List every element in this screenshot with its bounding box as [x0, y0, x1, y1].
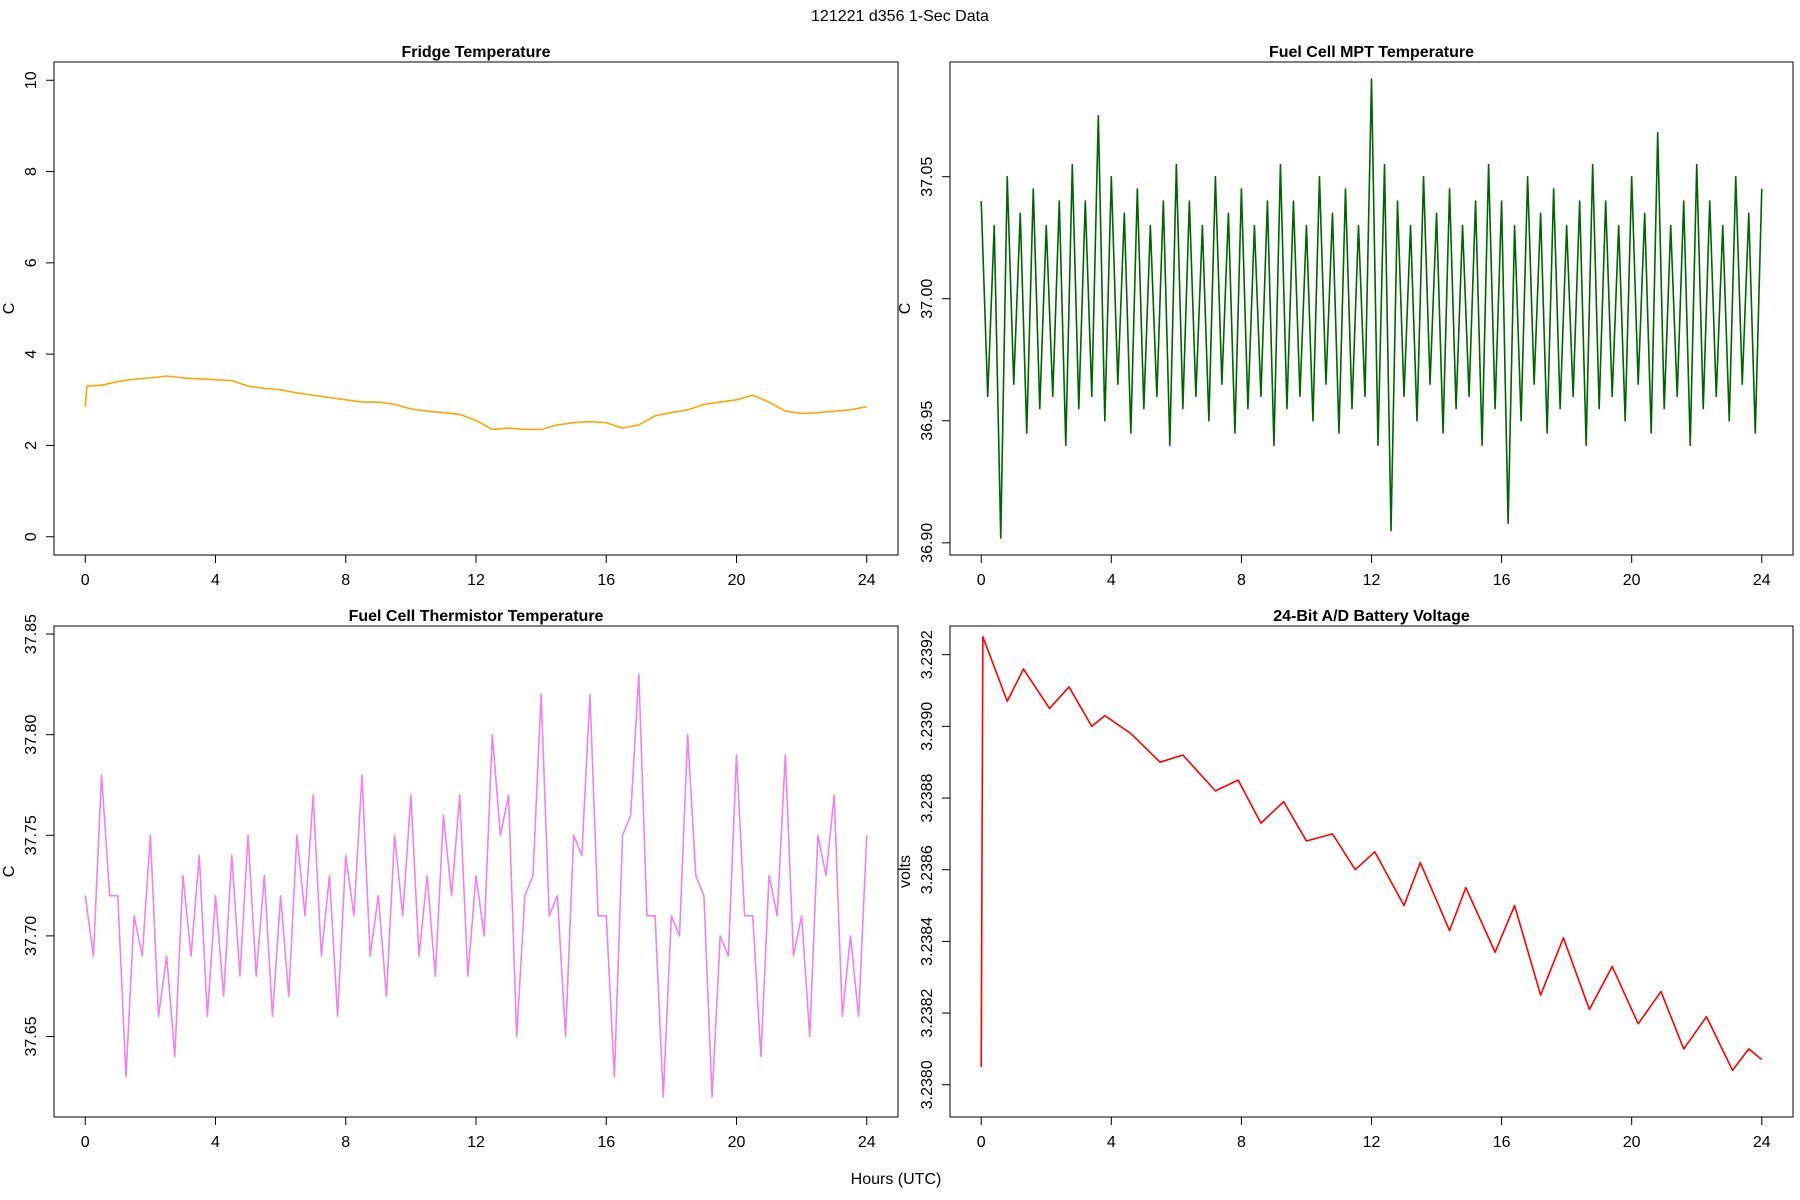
x-tick-label: 4	[1107, 572, 1116, 589]
x-tick-label: 16	[597, 572, 615, 589]
y-tick-label: 10	[23, 71, 40, 89]
x-tick-label: 4	[1107, 1134, 1116, 1151]
y-tick-label: 37.80	[23, 715, 40, 755]
x-tick-label: 12	[467, 572, 485, 589]
x-tick-label: 20	[1623, 1134, 1641, 1151]
panel-title: Fridge Temperature	[401, 44, 550, 61]
x-tick-label: 20	[1623, 572, 1641, 589]
y-tick-label: 37.70	[23, 916, 40, 956]
y-tick-label: 3.2386	[919, 845, 936, 894]
x-tick-label: 20	[728, 1134, 746, 1151]
x-tick-label: 16	[1493, 572, 1511, 589]
panel-title: Fuel Cell Thermistor Temperature	[349, 608, 604, 625]
data-line	[980, 635, 1763, 1072]
x-tick-label: 24	[858, 1134, 876, 1151]
x-tick-label: 12	[467, 1134, 485, 1151]
x-tick-label: 0	[977, 1134, 986, 1151]
x-tick-label: 0	[977, 572, 986, 589]
y-tick-label: 3.2388	[919, 773, 936, 822]
y-axis-label: C	[897, 303, 914, 315]
y-tick-label: 3.2380	[919, 1060, 936, 1109]
x-tick-label: 12	[1363, 572, 1381, 589]
x-tick-label: 4	[211, 1134, 220, 1151]
x-tick-label: 24	[858, 572, 876, 589]
x-tick-label: 12	[1363, 1134, 1381, 1151]
panel-title: Fuel Cell MPT Temperature	[1269, 44, 1474, 61]
x-tick-label: 8	[1237, 1134, 1246, 1151]
x-tick-label: 4	[211, 572, 220, 589]
x-tick-label: 16	[1493, 1134, 1511, 1151]
y-tick-label: 37.75	[23, 815, 40, 855]
y-axis-label: C	[1, 866, 18, 878]
y-tick-label: 36.95	[919, 401, 936, 441]
y-tick-label: 3.2384	[919, 917, 936, 966]
plot-frame	[53, 625, 899, 1118]
plot-frame	[949, 61, 1794, 556]
y-tick-label: 36.90	[919, 523, 936, 563]
data-line	[84, 673, 868, 1098]
y-tick-label: 3.2390	[919, 702, 936, 751]
y-tick-label: 37.85	[23, 614, 40, 654]
y-tick-label: 0	[23, 532, 40, 541]
y-tick-label: 37.00	[919, 279, 936, 319]
plot-frame	[53, 61, 899, 556]
x-tick-label: 20	[728, 572, 746, 589]
y-tick-label: 6	[23, 258, 40, 267]
x-tick-label: 8	[341, 1134, 350, 1151]
y-tick-label: 8	[23, 167, 40, 176]
x-axis-label: Hours (UTC)	[851, 1171, 942, 1188]
y-axis-label: C	[1, 303, 18, 315]
y-tick-label: 37.65	[23, 1016, 40, 1056]
y-tick-label: 4	[23, 350, 40, 359]
plot-frame	[949, 625, 1794, 1118]
y-tick-label: 37.05	[919, 157, 936, 197]
figure-title: 121221 d356 1-Sec Data	[811, 8, 989, 25]
x-tick-label: 16	[597, 1134, 615, 1151]
y-tick-label: 3.2382	[919, 988, 936, 1037]
x-tick-label: 24	[1753, 1134, 1771, 1151]
y-axis-label: volts	[897, 855, 914, 888]
data-line	[84, 375, 867, 431]
y-tick-label: 3.2392	[919, 630, 936, 679]
panel-title: 24-Bit A/D Battery Voltage	[1273, 608, 1470, 625]
x-tick-label: 0	[81, 572, 90, 589]
x-tick-label: 0	[81, 1134, 90, 1151]
x-tick-label: 8	[341, 572, 350, 589]
data-line	[980, 78, 1763, 539]
x-tick-label: 8	[1237, 572, 1246, 589]
x-tick-label: 24	[1753, 572, 1771, 589]
y-tick-label: 2	[23, 441, 40, 450]
